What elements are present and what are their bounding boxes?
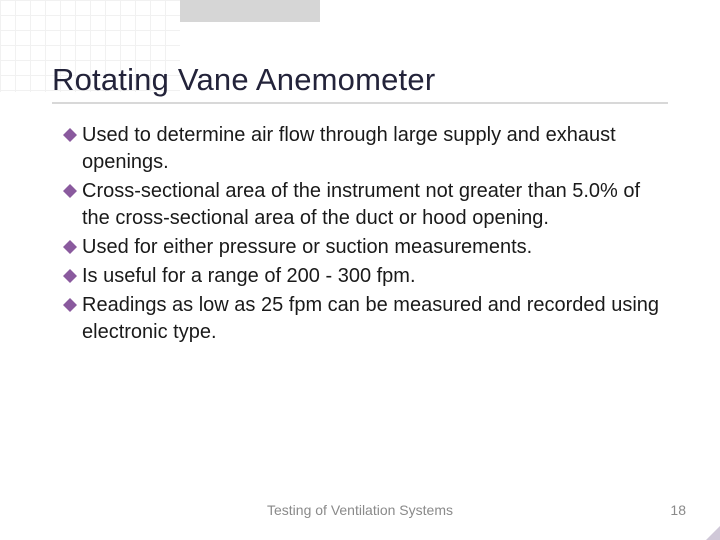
grid-bar — [180, 0, 320, 22]
bullet-list: Used to determine air flow through large… — [62, 122, 662, 348]
page-number: 18 — [670, 502, 686, 518]
bullet-text: Readings as low as 25 fpm can be measure… — [82, 292, 662, 346]
diamond-bullet-icon — [62, 183, 78, 199]
bullet-text: Is useful for a range of 200 - 300 fpm. — [82, 263, 416, 290]
list-item: Readings as low as 25 fpm can be measure… — [62, 292, 662, 346]
list-item: Cross-sectional area of the instrument n… — [62, 178, 662, 232]
bullet-text: Used for either pressure or suction meas… — [82, 234, 532, 261]
footer-title: Testing of Ventilation Systems — [0, 502, 720, 518]
title-underline — [52, 102, 668, 104]
diamond-bullet-icon — [62, 239, 78, 255]
bullet-text: Cross-sectional area of the instrument n… — [82, 178, 662, 232]
bullet-text: Used to determine air flow through large… — [82, 122, 662, 176]
slide-title: Rotating Vane Anemometer — [52, 62, 435, 98]
corner-accent — [706, 526, 720, 540]
list-item: Used to determine air flow through large… — [62, 122, 662, 176]
diamond-bullet-icon — [62, 127, 78, 143]
diamond-bullet-icon — [62, 268, 78, 284]
list-item: Used for either pressure or suction meas… — [62, 234, 662, 261]
diamond-bullet-icon — [62, 297, 78, 313]
list-item: Is useful for a range of 200 - 300 fpm. — [62, 263, 662, 290]
